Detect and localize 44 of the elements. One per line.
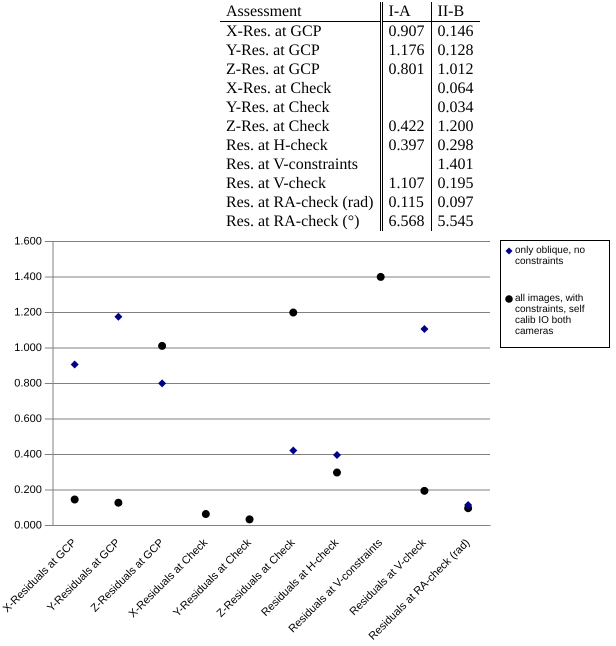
data-label: 6.568 bbox=[388, 212, 426, 231]
data-label: 0.195 bbox=[431, 174, 480, 193]
category-label: Res. at V-check bbox=[220, 174, 381, 193]
category-label: Y-Res. at Check bbox=[220, 98, 381, 117]
data-label: 0.097 bbox=[431, 193, 480, 212]
category-label: X-Res. at GCP bbox=[220, 22, 381, 41]
category-label: Res. at V-constraints bbox=[220, 155, 381, 174]
category-label: Z-Res. at GCP bbox=[220, 60, 381, 79]
category-label: X-Res. at Check bbox=[220, 79, 381, 98]
data-label: 0.115 bbox=[388, 193, 425, 212]
data-label: 1.107 bbox=[388, 174, 426, 193]
category-label: Y-Res. at GCP bbox=[220, 41, 381, 60]
data-label: 0.422 bbox=[388, 117, 426, 136]
data-label: 0.064 bbox=[431, 79, 480, 98]
data-label: 5.545 bbox=[431, 212, 480, 231]
data-label: 0.128 bbox=[431, 41, 480, 60]
y-tick-label: 0.000 bbox=[14, 519, 42, 532]
text: Assessment bbox=[220, 2, 381, 22]
data-label: 0.907 bbox=[388, 22, 426, 41]
y-tick-label: 1.000 bbox=[14, 342, 42, 354]
data-label: 1.012 bbox=[431, 60, 480, 79]
data-label: 1.200 bbox=[431, 117, 480, 136]
y-tick-label: 0.600 bbox=[14, 413, 42, 426]
data-label: 0.801 bbox=[388, 60, 426, 79]
category-label: Res. at RA-check (°) bbox=[220, 212, 381, 231]
y-tick-label: 1.600 bbox=[14, 236, 42, 248]
category-label: Res. at RA-check (rad) bbox=[220, 193, 381, 212]
data-label: 0.397 bbox=[388, 136, 426, 155]
category-label: Res. at H-check bbox=[220, 136, 381, 155]
y-tick-label: 1.400 bbox=[14, 271, 42, 284]
y-tick-label: 0.800 bbox=[14, 378, 42, 390]
y-tick-label: 0.200 bbox=[14, 484, 42, 496]
data-label: 1.401 bbox=[431, 155, 480, 174]
y-tick-label: 1.200 bbox=[14, 306, 42, 319]
legend-label: only oblique, no constraints bbox=[515, 245, 586, 267]
data-label: 0.146 bbox=[431, 22, 480, 41]
legend-label: II-B bbox=[431, 2, 480, 22]
text: I-A bbox=[381, 2, 431, 22]
legend-label: all images, with constraints, self calib IO both cameras bbox=[515, 293, 586, 337]
category-label: Z-Res. at Check bbox=[220, 117, 381, 136]
data-label: 0.034 bbox=[431, 98, 480, 117]
data-label: 0.298 bbox=[431, 136, 480, 155]
data-label: 1.176 bbox=[388, 41, 426, 60]
y-tick-label: 0.400 bbox=[14, 448, 42, 460]
